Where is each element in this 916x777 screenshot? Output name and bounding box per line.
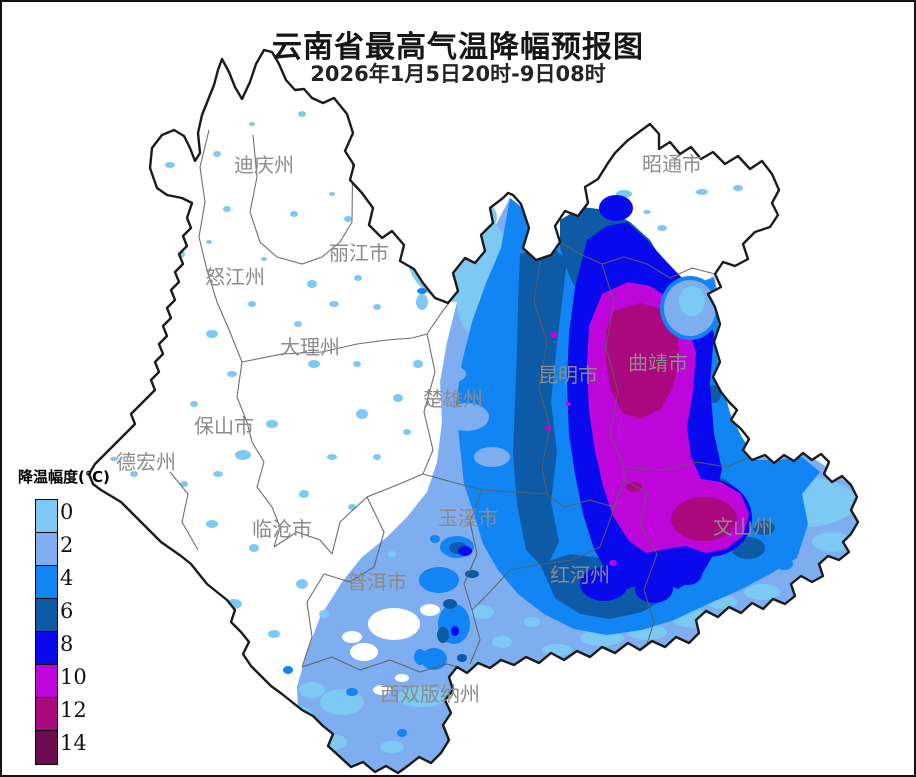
legend-value-0: 0 — [60, 500, 74, 524]
legend-swatch-6 — [35, 598, 58, 633]
label-wenshan: 文山州 — [713, 515, 773, 539]
legend-swatch-14 — [35, 730, 58, 765]
legend-swatch-10 — [35, 664, 58, 699]
label-dehong: 德宏州 — [116, 450, 176, 474]
legend-value-14: 14 — [60, 731, 87, 755]
legend-value-4: 4 — [60, 566, 74, 590]
label-baoshan: 保山市 — [194, 414, 254, 438]
legend-value-10: 10 — [60, 665, 87, 689]
label-lincang: 临沧市 — [252, 517, 312, 541]
label-chuxiong: 楚雄州 — [423, 387, 483, 411]
legend-title: 降温幅度(℃) — [18, 468, 110, 486]
label-qujing: 曲靖市 — [628, 351, 688, 375]
legend-value-2: 2 — [60, 533, 74, 557]
qujing-ne-pocket — [660, 276, 720, 340]
legend-value-6: 6 — [60, 599, 74, 623]
region-labels: 迪庆州 昭通市 怒江州 丽江市 大理州 楚雄州 昆明市 曲靖市 保山市 德宏州 … — [116, 152, 773, 706]
legend-swatch-8 — [35, 631, 58, 666]
page-title: 云南省最高气温降幅预报图 — [272, 30, 644, 65]
label-puer: 普洱市 — [347, 570, 407, 594]
legend-swatch-12 — [35, 697, 58, 732]
label-xishuangbanna: 西双版纳州 — [380, 682, 480, 706]
label-kunming: 昆明市 — [538, 363, 598, 387]
label-nujiang: 怒江州 — [205, 265, 265, 289]
layer-2-patches — [442, 366, 510, 467]
legend-swatch-0 — [35, 499, 58, 534]
page-subtitle: 2026年1月5日20时-9日08时 — [310, 62, 606, 86]
legend-value-8: 8 — [60, 632, 74, 656]
prefecture-borders — [169, 129, 751, 673]
label-yuxi: 玉溪市 — [438, 506, 498, 530]
label-zhaotong: 昭通市 — [642, 152, 702, 176]
legend-swatch-2 — [35, 532, 58, 567]
legend-swatch-4 — [35, 565, 58, 600]
label-lijiang: 丽江市 — [329, 241, 389, 265]
label-diqing: 迪庆州 — [234, 153, 294, 177]
layer-white-gaps — [342, 604, 440, 695]
label-honghe: 红河州 — [550, 563, 610, 587]
layer-12 — [606, 303, 737, 541]
label-dali: 大理州 — [280, 335, 340, 359]
legend-value-12: 12 — [60, 698, 87, 722]
